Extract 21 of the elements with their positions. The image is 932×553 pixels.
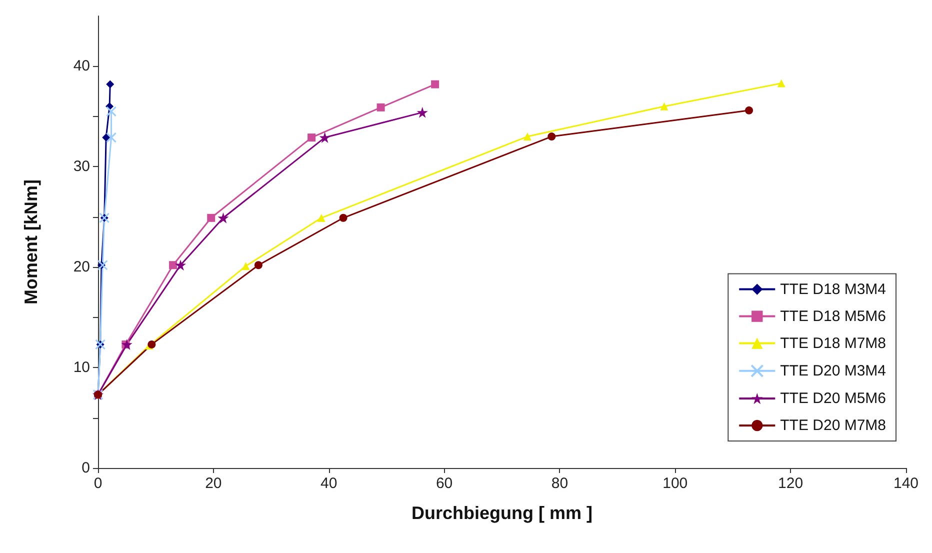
y-tick-label: 10 [73,359,90,376]
x-tick-label: 140 [893,475,919,492]
y-tick-label: 0 [82,460,90,476]
legend-label: TTE D20 M3M4 [780,362,886,380]
legend-label: TTE D20 M5M6 [780,390,886,407]
y-tick-label: 20 [73,258,90,276]
x-tick-label: 0 [94,475,102,492]
y-tick-label: 40 [73,58,90,75]
x-tick-label: 120 [778,475,804,492]
legend-label: TTE D20 M7M8 [780,417,886,434]
x-axis-title: Durchbiegung [ mm ] [412,503,592,523]
y-tick-label: 30 [73,158,90,176]
x-tick-label: 80 [551,475,568,492]
x-tick-label: 100 [662,475,688,492]
x-tick-label: 40 [320,475,338,492]
legend-label: TTE D18 M7M8 [780,334,886,352]
x-tick-label: 20 [205,475,222,492]
legend-label: TTE D18 M5M6 [780,308,886,325]
y-axis-title: Moment [kNm] [21,180,41,304]
x-tick-label: 60 [436,475,453,492]
legend-label: TTE D18 M3M4 [780,280,886,298]
